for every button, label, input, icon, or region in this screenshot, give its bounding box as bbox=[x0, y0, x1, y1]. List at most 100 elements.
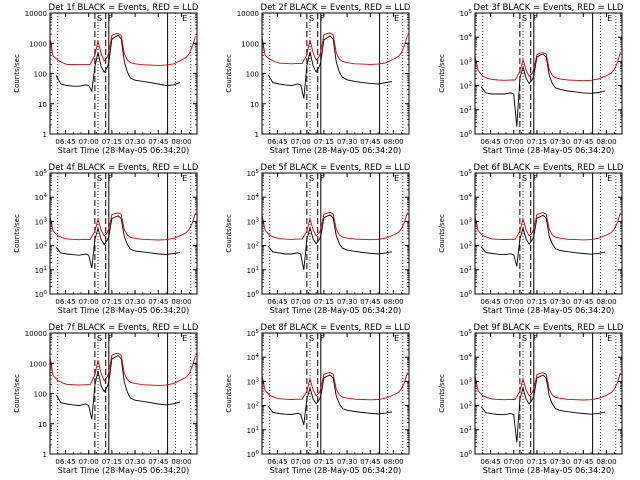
y-tick-label: 101 bbox=[460, 106, 472, 115]
y-tick-label: 102 bbox=[35, 242, 47, 251]
flag-label: E bbox=[607, 334, 612, 343]
y-tick-label: 100 bbox=[460, 130, 473, 139]
panel-title: Det 6f BLACK = Events, RED = LLD bbox=[474, 163, 624, 173]
x-tick-label: 07:00 bbox=[504, 138, 524, 146]
flag-label: E bbox=[394, 334, 399, 343]
flag-label: S bbox=[309, 174, 314, 183]
y-tick-label: 100 bbox=[247, 450, 260, 459]
flag-label: E bbox=[607, 174, 612, 183]
x-tick-label: 07:45 bbox=[573, 458, 593, 466]
y-axis-label: Counts/sec bbox=[438, 374, 446, 413]
y-tick-label: 102 bbox=[247, 402, 259, 411]
x-tick-label: 07:45 bbox=[573, 138, 593, 146]
x-tick-label: 08:00 bbox=[171, 138, 191, 146]
x-tick-label: 07:15 bbox=[527, 458, 547, 466]
x-tick-label: 08:00 bbox=[596, 298, 616, 306]
flag-label: S bbox=[522, 334, 527, 343]
flag-label: S bbox=[309, 14, 314, 23]
plot-frame bbox=[474, 332, 623, 455]
x-axis-label: Start Time (28-May-05 06:34:20) bbox=[270, 146, 401, 155]
y-tick-label: 100 bbox=[34, 71, 47, 79]
series-line-events bbox=[267, 214, 393, 270]
series-line-lld bbox=[49, 33, 196, 66]
y-tick-label: 100 bbox=[246, 71, 259, 79]
x-tick-label: 07:15 bbox=[102, 458, 122, 466]
panel-title: Det 4f BLACK = Events, RED = LLD bbox=[49, 163, 199, 173]
x-tick-label: 07:15 bbox=[527, 298, 547, 306]
flag-label: E bbox=[182, 334, 187, 343]
y-tick-label: 103 bbox=[460, 57, 473, 66]
y-axis-label: Counts/sec bbox=[225, 374, 233, 413]
y-tick-label: 105 bbox=[460, 9, 473, 18]
x-tick-label: 07:00 bbox=[79, 458, 99, 466]
x-tick-label: 06:45 bbox=[55, 458, 75, 466]
x-tick-label: 07:00 bbox=[504, 458, 524, 466]
flag-label: F bbox=[108, 14, 113, 23]
x-tick-label: 07:45 bbox=[148, 298, 168, 306]
y-tick-label: 100 bbox=[35, 290, 48, 299]
y-tick-label: 102 bbox=[460, 82, 472, 91]
x-tick-label: 07:30 bbox=[550, 458, 570, 466]
flag-label: E bbox=[182, 14, 187, 23]
x-tick-label: 07:30 bbox=[337, 298, 357, 306]
panel-title: Det 8f BLACK = Events, RED = LLD bbox=[261, 323, 411, 333]
y-tick-label: 10000 bbox=[25, 330, 47, 338]
x-tick-label: 06:45 bbox=[55, 138, 75, 146]
x-tick-label: 07:15 bbox=[314, 138, 334, 146]
panel-title: Det 3f BLACK = Events, RED = LLD bbox=[474, 3, 624, 13]
y-tick-label: 101 bbox=[460, 426, 472, 435]
x-tick-label: 08:00 bbox=[383, 138, 403, 146]
x-tick-label: 06:45 bbox=[267, 138, 287, 146]
y-tick-label: 100 bbox=[247, 290, 260, 299]
x-tick-label: 07:45 bbox=[148, 458, 168, 466]
plot-frame bbox=[261, 332, 410, 455]
x-tick-label: 07:45 bbox=[360, 458, 380, 466]
y-tick-label: 105 bbox=[460, 329, 473, 338]
x-tick-label: 08:00 bbox=[171, 298, 191, 306]
series-line-lld bbox=[474, 51, 621, 82]
y-axis-label: Counts/sec bbox=[13, 214, 21, 253]
x-axis-label: Start Time (28-May-05 06:34:20) bbox=[483, 306, 614, 315]
y-tick-label: 104 bbox=[35, 193, 48, 202]
y-axis-label: Counts/sec bbox=[225, 54, 233, 93]
y-axis-label: Counts/sec bbox=[13, 374, 21, 413]
y-tick-label: 103 bbox=[35, 217, 48, 226]
series-line-lld bbox=[474, 372, 621, 401]
plot-frame bbox=[261, 172, 410, 295]
panel-title: Det 1f BLACK = Events, RED = LLD bbox=[49, 3, 199, 13]
y-tick-label: 105 bbox=[35, 169, 48, 178]
y-tick-label: 105 bbox=[247, 169, 260, 178]
x-tick-label: 08:00 bbox=[383, 458, 403, 466]
series-line-events bbox=[480, 53, 606, 127]
y-tick-label: 103 bbox=[247, 377, 260, 386]
y-tick-label: 102 bbox=[460, 242, 472, 251]
flag-label: E bbox=[182, 174, 187, 183]
y-axis-label: Counts/sec bbox=[225, 214, 233, 253]
x-tick-label: 07:15 bbox=[314, 458, 334, 466]
x-tick-label: 06:45 bbox=[267, 458, 287, 466]
x-axis-label: Start Time (28-May-05 06:34:20) bbox=[58, 466, 189, 475]
x-axis-label: Start Time (28-May-05 06:34:20) bbox=[58, 146, 189, 155]
x-tick-label: 07:00 bbox=[291, 298, 311, 306]
x-tick-label: 07:15 bbox=[314, 298, 334, 306]
x-tick-label: 06:45 bbox=[480, 138, 500, 146]
x-tick-label: 06:45 bbox=[267, 298, 287, 306]
series-line-events bbox=[267, 374, 393, 426]
y-tick-label: 103 bbox=[247, 217, 260, 226]
series-line-events bbox=[55, 34, 181, 93]
series-line-events bbox=[480, 374, 606, 443]
y-tick-label: 10 bbox=[38, 101, 47, 109]
y-tick-label: 101 bbox=[460, 266, 472, 275]
x-tick-label: 07:30 bbox=[337, 138, 357, 146]
flag-label: S bbox=[97, 14, 102, 23]
x-tick-label: 07:30 bbox=[125, 298, 145, 306]
y-tick-label: 104 bbox=[460, 33, 473, 42]
flag-label: S bbox=[97, 334, 102, 343]
series-line-lld bbox=[261, 372, 408, 401]
